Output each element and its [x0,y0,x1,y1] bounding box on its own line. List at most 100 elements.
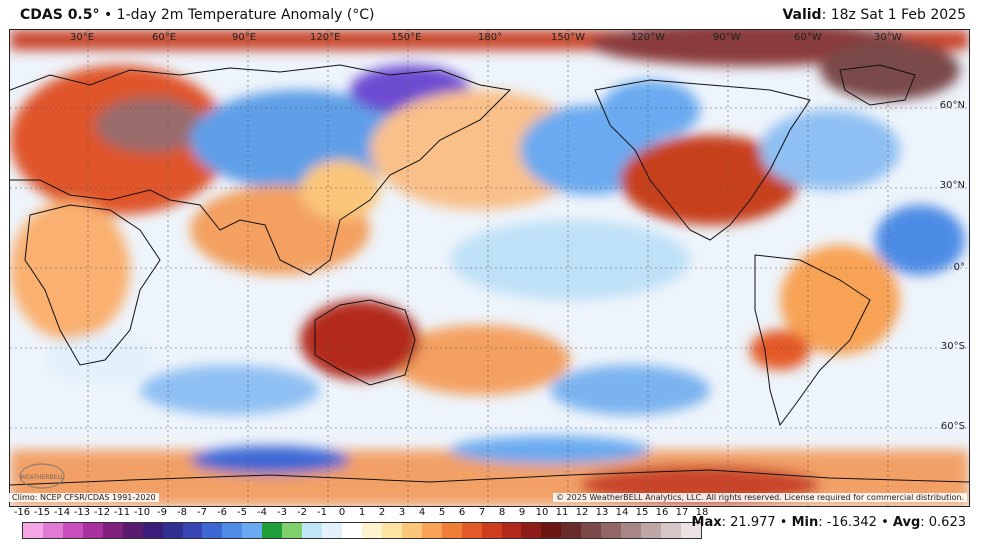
colorbar-tick-label: 9 [518,507,526,518]
lon-label-30e: 30°E [70,32,95,43]
tropical-pacific-anomaly [450,220,690,300]
colorbar-cell [541,523,562,538]
valid-time-value: : 18z Sat 1 Feb 2025 [821,7,966,23]
colorbar-tick-label: 3 [398,507,406,518]
lon-label-150e: 150°E [391,32,422,43]
north-america-coastline [594,79,811,241]
colorbar-tick-label: 10 [535,507,549,518]
colorbar-legend: -16 -15 -14 -13 -12 -11 -10 -9 -8 -7 -6 -5 -4 -3 -2 -1 0… [14,507,708,544]
alaska-cold-anomaly [600,80,700,140]
lon-label-60e: 60°E [152,32,177,43]
colorbar-tick-label: 12 [575,507,589,518]
south-america-warm-anomaly [780,245,900,355]
lat-label-60n: 60°N [939,100,965,111]
colorbar-cell [182,523,203,538]
lon-label-90w: 90°W [713,32,741,43]
russia-strong-warm-anomaly [95,97,205,153]
field-statistics: Max: 21.977 • Min: -16.342 • Avg: 0.623 [692,515,966,530]
colorbar-tick-label: -9 [157,507,167,518]
colorbar-cell [282,523,303,538]
australia-warm-anomaly [300,300,420,380]
lon-label-150w: 150°W [551,32,585,43]
colorbar-tick-label: 6 [458,507,466,518]
lat-label-equator: 0° [953,262,965,273]
anomaly-field [10,30,969,506]
stats-separator: • [775,515,792,530]
colorbar-cell [42,523,63,538]
colorbar-cell [421,523,442,538]
colorbar-tick-label: 4 [418,507,426,518]
colorbar-tick-label: 5 [438,507,446,518]
colorbar-tick-label: 7 [478,507,486,518]
colorbar-tick-label: -1 [317,507,327,518]
colorbar-tick-label: -11 [113,507,131,518]
max-label: Max [691,515,722,530]
lon-label-30w: 30°W [874,32,902,43]
colorbar-tick-label: -5 [237,507,247,518]
weatherbell-logo-text: WEATHERBELL [20,474,65,481]
lat-label-60s: 60°S [940,421,965,432]
colorbar-scale [22,522,702,539]
colorbar-cell [222,523,243,538]
ross-sea-cold-anomaly [450,436,650,464]
lon-label-60w: 60°W [794,32,822,43]
west-africa-cold-anomaly [875,205,965,275]
colorbar-tick-label: 16 [655,507,669,518]
valid-label: Valid [782,7,822,23]
colorbar-cell [561,523,582,538]
colorbar-tick-label: -3 [277,507,287,518]
colorbar-tick-label: -16 [13,507,31,518]
anomaly-map-graphic [10,30,969,506]
colorbar-cell [621,523,642,538]
lon-label-120e: 120°E [310,32,341,43]
africa-anomaly [10,200,130,340]
north-pacific-warm-anomaly [370,90,590,210]
lat-label-30s: 30°S [940,341,965,352]
colorbar-cell [242,523,263,538]
colorbar-tick-label: 14 [615,507,629,518]
colorbar-tick-label: -12 [93,507,111,518]
south-america-coastline [754,254,871,427]
avg-value: : 0.623 [920,515,966,530]
stats-separator: • [876,515,893,530]
anomaly-map: 30°E 60°E 90°E 120°E 150°E 180° 150°W 12… [9,29,970,507]
colorbar-cell [481,523,502,538]
southern-ocean-cold-anomaly [190,446,350,474]
eurasia-coastline [10,64,512,276]
south-pacific-cold-anomaly [550,365,710,415]
colorbar-tick-label: 17 [675,507,689,518]
colorbar-tick-label: -8 [177,507,187,518]
greenland-coastline [839,64,916,106]
colorbar-tick-label: -10 [133,507,151,518]
southern-south-america-anomaly [750,330,810,370]
min-label: Min [791,515,819,530]
africa-coastline [24,204,161,366]
lon-label-180: 180° [478,32,503,43]
copyright-note: © 2025 WeatherBELL Analytics, LLC. All r… [553,493,967,502]
colorbar-cell [162,523,183,538]
australia-coastline [314,299,416,386]
map-title: CDAS 0.5° • 1-day 2m Temperature Anomaly… [20,7,375,23]
colorbar-cell [641,523,661,538]
colorbar-tick-label: 15 [635,507,649,518]
colorbar-cell [441,523,462,538]
south-indian-ocean-anomaly [45,335,155,385]
colorbar-cell [680,523,701,538]
lon-label-120w: 120°W [631,32,665,43]
colorbar-cell [122,523,143,538]
lat-lon-grid [10,30,969,506]
greenland-anomaly [820,40,960,100]
colorbar-cell [461,523,482,538]
colorbar-tick-label: -14 [53,507,71,518]
min-value: : -16.342 [818,515,877,530]
southern-indian-cold-anomaly [140,365,320,415]
degree-symbol: ° [92,7,100,23]
colorbar-cell [381,523,402,538]
south-pacific-warm-anomaly [390,325,570,395]
colorbar-cell [342,523,362,538]
colorbar-tick-label: 11 [555,507,569,518]
antarctica-coastline [10,469,969,486]
climo-note: Climo: NCEP CFSR/CDAS 1991-2020 [9,493,159,502]
colorbar-tick-label: 0 [338,507,346,518]
coastlines [10,64,969,486]
